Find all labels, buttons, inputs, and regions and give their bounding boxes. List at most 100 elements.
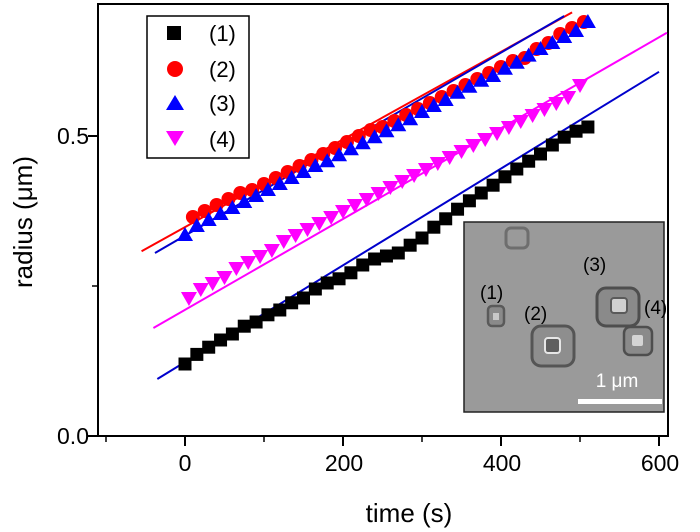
data-point-triangle-down [192,283,209,297]
data-point-square [391,246,405,260]
data-point-square [379,249,393,263]
x-tick-label: 200 [325,450,363,476]
data-point-triangle-up [224,200,241,214]
data-point-triangle-up [532,41,549,55]
data-point-triangle-down [465,139,482,153]
particle-3-core [610,297,628,314]
x-tick-label: 400 [483,450,521,476]
plot-frame [97,3,669,437]
data-point-square [190,347,204,361]
data-point-triangle-up [425,98,442,112]
data-point-triangle-down [453,145,470,159]
data-point-square [202,340,216,354]
x-axis-title: time (s) [366,498,453,528]
series [177,14,596,241]
data-point-triangle-down [287,229,304,243]
data-point-triangle-up [508,54,525,69]
particle-2-core [544,337,561,354]
data-point-triangle-down [441,151,458,165]
data-point-square [237,319,251,333]
data-point-triangle-down [335,205,351,219]
data-point-square [534,147,547,161]
particle-1-core [493,313,499,320]
data-point-square [261,308,275,322]
data-point-square [368,252,382,266]
particle-shape [504,226,530,250]
data-point-triangle-down [406,169,423,183]
data-point-triangle-up [473,72,490,87]
data-point-triangle-down [216,271,233,285]
data-point-square [332,272,346,286]
legend-marker-square [167,26,181,40]
data-point-triangle-up [449,84,466,99]
x-tick-label: 0 [179,450,192,476]
data-point-square [522,154,536,168]
data-point-triangle-down [275,235,292,249]
data-point-triangle-down [370,187,387,201]
data-point-square [462,194,476,208]
legend-marker-triangle-down [166,131,184,146]
data-point-triangle-up [366,129,383,144]
data-point-square [439,212,453,226]
data-point-triangle-down [358,193,375,207]
data-point-triangle-up [354,135,371,150]
data-point-triangle-down [240,256,257,270]
data-point-square [297,291,310,305]
data-point-triangle-up [342,141,359,156]
data-point-triangle-down [346,199,363,213]
data-point-triangle-up [556,29,573,43]
data-point-square [545,138,559,152]
data-point-triangle-down [204,277,221,291]
series [178,120,595,371]
legend-label: (2) [209,57,236,82]
data-point-triangle-up [188,218,205,232]
data-point-triangle-down [382,181,399,195]
data-point-triangle-down [429,157,446,171]
data-point-triangle-up [568,23,585,37]
data-point-square [510,162,524,176]
inset-label: (4) [644,298,667,319]
data-point-square [308,282,322,296]
data-point-triangle-down [524,109,541,123]
data-point-triangle-up [378,123,395,138]
x-tick-label: 600 [641,450,679,476]
data-point-triangle-down [417,163,434,177]
data-point-triangle-up [295,164,312,178]
legend-label: (3) [209,91,236,116]
legend: (1) (2) (3) (4) [146,15,250,159]
data-point-square [178,357,192,371]
data-point-triangle-up [283,170,300,184]
data-point-triangle-up [544,35,561,49]
data-point-triangle-down [477,133,494,147]
data-point-triangle-up [414,104,430,118]
data-point-triangle-down [536,103,553,117]
data-point-square [486,178,500,192]
data-point-triangle-down [548,97,565,111]
data-point-triangle-up [496,60,513,75]
data-point-square [403,238,417,252]
data-point-square [581,120,595,134]
legend-box [146,15,250,159]
data-point-triangle-down [263,244,280,258]
y-axis-title: radius (μm) [8,156,38,288]
data-point-triangle-up [520,47,537,62]
data-point-triangle-up [248,188,265,202]
y-tick-label: 0.0 [57,423,89,449]
data-point-triangle-down [560,91,577,105]
inset-label: (2) [524,304,547,325]
data-point-triangle-up [402,111,419,126]
data-point-triangle-down [228,262,245,276]
data-point-triangle-down [500,121,517,135]
legend-marker-triangle-up [166,95,184,110]
data-point-triangle-down [323,211,340,225]
axis-ticks [88,135,660,446]
particle-4-core [632,335,643,346]
data-point-triangle-up [437,92,454,106]
legend-label: (1) [209,21,236,46]
y-tick-label: 0.5 [57,123,89,149]
data-point-triangle-up [212,206,229,220]
data-points [177,14,596,371]
data-point-triangle-up [236,194,253,208]
data-point-square [214,333,228,347]
